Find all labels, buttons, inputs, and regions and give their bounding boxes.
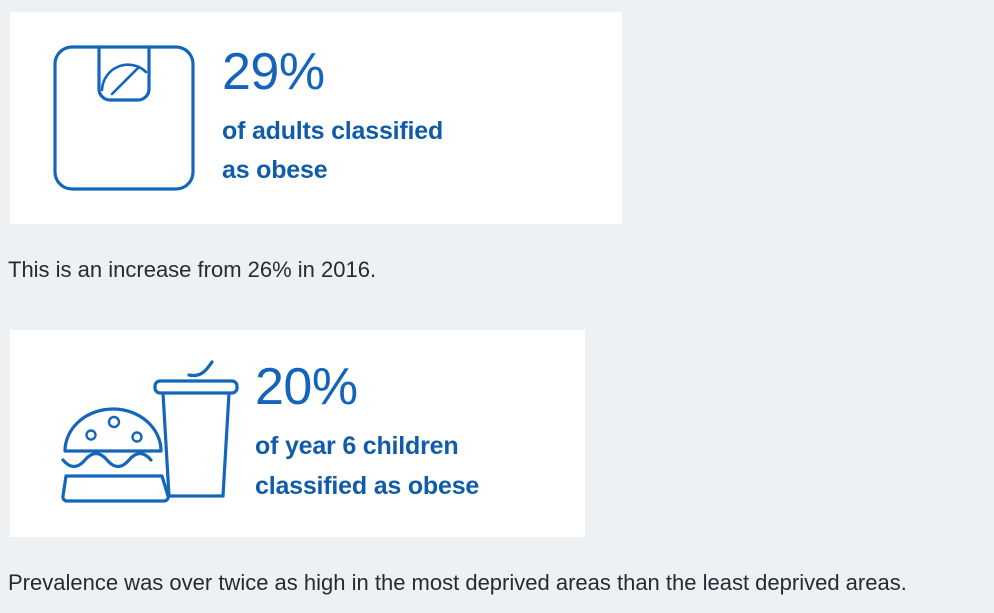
bathroom-scale-icon xyxy=(53,45,195,191)
stat-card-adults-text: 29% of adults classified as obese xyxy=(222,46,622,191)
stat-card-children: 20% of year 6 children classified as obe… xyxy=(10,330,585,537)
stat-figure-adults: 29% xyxy=(222,42,325,101)
stat-figure-children: 20% xyxy=(255,358,358,416)
stat-label-children: of year 6 children classified as obese xyxy=(255,432,480,500)
paragraph-increase: This is an increase from 26% in 2016. xyxy=(8,257,377,282)
paragraph-prevalence: Prevalence was over twice as high in the… xyxy=(8,570,907,595)
stat-label-adults: of adults classified as obese xyxy=(222,116,444,185)
stat-card-children-text: 20% of year 6 children classified as obe… xyxy=(255,361,585,506)
burger-and-drink-icon xyxy=(61,359,239,503)
stat-card-adults: 29% of adults classified as obese xyxy=(10,12,622,224)
